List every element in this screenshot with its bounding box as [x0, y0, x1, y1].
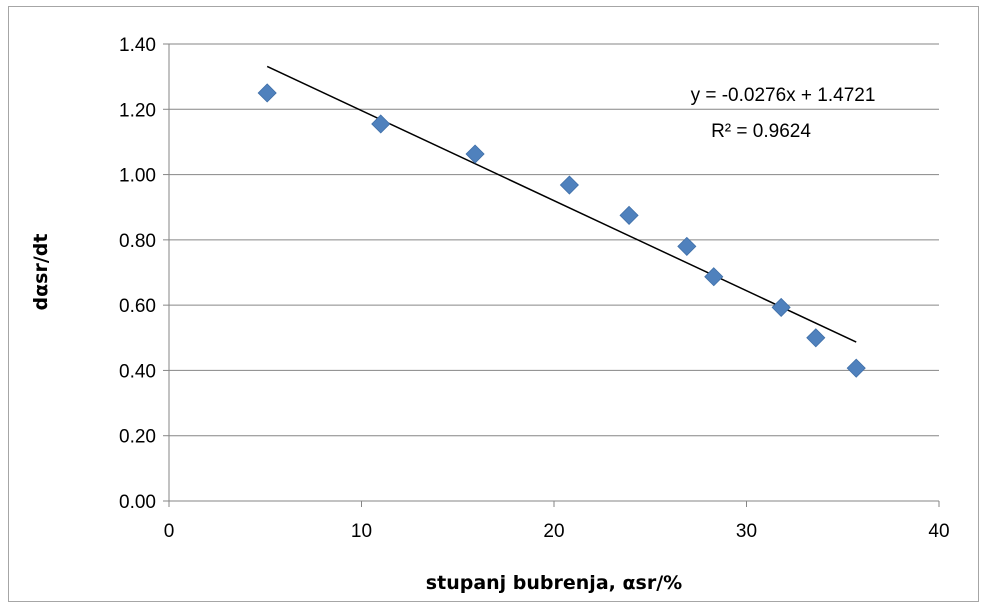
y-tick-label: 0.80 [119, 231, 156, 252]
axes [168, 44, 939, 502]
data-point [619, 205, 639, 225]
y-axis-title: dαsr/dt [30, 234, 52, 311]
trendline-group [266, 65, 857, 343]
gridlines [169, 43, 939, 437]
data-point [806, 328, 826, 348]
x-axis-title: stupanj bubrenja, αsr/% [426, 572, 682, 594]
data-point [559, 175, 579, 195]
chart-frame [8, 6, 979, 602]
data-point [704, 267, 724, 287]
y-tick-label: 0.00 [119, 492, 156, 513]
y-tick-label: 1.40 [119, 35, 156, 56]
y-tick-label: 0.20 [119, 427, 156, 448]
data-point [465, 144, 485, 164]
y-tick-label: 0.40 [119, 361, 156, 382]
data-point [677, 236, 697, 256]
x-tick-label: 0 [164, 521, 175, 542]
x-tick-label: 30 [736, 521, 757, 542]
y-tick-label: 1.00 [119, 166, 156, 187]
y-tick-label: 1.20 [119, 100, 156, 121]
y-tick-labels: 0.00 0.20 0.40 0.60 0.80 1.00 1.20 1.40 [119, 35, 169, 513]
data-points [257, 83, 866, 378]
trendline-equation: y = -0.0276x + 1.4721 [691, 85, 876, 106]
data-point [257, 83, 277, 103]
data-point [771, 297, 791, 317]
y-tick-label: 0.60 [119, 296, 156, 317]
data-point [846, 358, 866, 378]
x-tick-labels: 0 10 20 30 40 [164, 501, 950, 542]
trendline [266, 65, 857, 343]
trendline-r-squared: R² = 0.9624 [711, 121, 811, 142]
x-tick-label: 40 [928, 521, 949, 542]
x-tick-label: 20 [543, 521, 564, 542]
x-tick-label: 10 [351, 521, 372, 542]
data-point [371, 114, 391, 134]
